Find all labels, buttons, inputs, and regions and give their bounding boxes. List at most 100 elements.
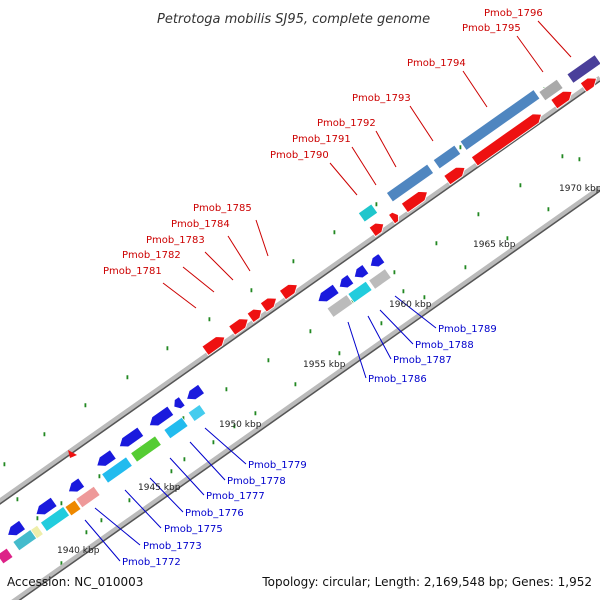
block-grey-1[interactable] — [538, 78, 564, 102]
gene-pmob-1772[interactable] — [4, 519, 27, 539]
block-lightblue-3[interactable] — [187, 403, 207, 423]
gene-pmob-1786[interactable] — [315, 283, 340, 306]
gene-pmob-1778b[interactable] — [171, 396, 186, 412]
gene-pmob-1773[interactable] — [33, 496, 58, 519]
gene-label-pmob-1773[interactable]: Pmob_1773 — [143, 541, 202, 552]
gene-pmob-1796[interactable] — [579, 74, 599, 93]
scale-tick — [294, 382, 297, 387]
block-lightblue-1[interactable] — [101, 456, 133, 484]
gene-label-pmob-1791[interactable]: Pmob_1791 — [292, 134, 351, 145]
scale-tick — [43, 432, 46, 437]
gene-pmob-1783[interactable] — [246, 305, 265, 324]
scale-label-1965: 1965 kbp — [473, 240, 516, 250]
gene-label-pmob-1772[interactable]: Pmob_1772 — [122, 557, 181, 568]
scale-tick — [166, 346, 169, 351]
gene-pmob-1793[interactable] — [470, 110, 544, 167]
gene-label-pmob-1783[interactable]: Pmob_1783 — [146, 235, 205, 246]
scale-tick — [402, 289, 405, 294]
block-grey-2[interactable] — [326, 294, 354, 318]
gene-pmob-1790b[interactable] — [388, 210, 402, 225]
gene-pmob-1795[interactable] — [550, 87, 575, 110]
block-pink-1[interactable] — [75, 485, 101, 509]
gene-pmob-1787[interactable] — [336, 273, 355, 291]
gene-label-pmob-1796[interactable]: Pmob_1796 — [484, 8, 543, 19]
gene-pmob-1788[interactable] — [351, 263, 370, 281]
gene-label-pmob-1778[interactable]: Pmob_1778 — [227, 476, 286, 487]
gene-label-pmob-1788[interactable]: Pmob_1788 — [415, 340, 474, 351]
scale-tick — [16, 497, 19, 502]
scale-tick — [459, 145, 462, 150]
gene-label-pmob-1795[interactable]: Pmob_1795 — [462, 23, 521, 34]
gene-label-pmob-1779[interactable]: Pmob_1779 — [248, 460, 307, 471]
scale-tick — [309, 329, 312, 334]
gene-pmob-1779[interactable] — [183, 383, 206, 403]
gene-pmob-1775[interactable] — [65, 477, 86, 496]
gene-label-pmob-1776[interactable]: Pmob_1776 — [185, 508, 244, 519]
gene-label-pmob-1784[interactable]: Pmob_1784 — [171, 219, 230, 230]
block-cyan-2[interactable] — [39, 505, 71, 533]
scale-tick — [3, 462, 6, 467]
accession-text: Accession: NC_010003 — [7, 575, 143, 589]
map-title: Petrotoga mobilis SJ95, complete genome — [157, 12, 430, 27]
gene-label-pmob-1781[interactable]: Pmob_1781 — [103, 266, 162, 277]
gene-pmob-1792[interactable] — [443, 163, 468, 186]
scale-tick — [375, 202, 378, 207]
gene-label-pmob-1785[interactable]: Pmob_1785 — [193, 203, 252, 214]
scale-tick — [292, 259, 295, 264]
scale-tick — [225, 387, 228, 392]
block-orange-1[interactable] — [64, 499, 82, 517]
genome-stats-text: Topology: circular; Length: 2,169,548 bp… — [261, 575, 592, 589]
scale-tick — [183, 457, 186, 462]
block-cyan-1[interactable] — [347, 280, 373, 304]
block-cyan-upper[interactable] — [357, 203, 379, 223]
block-steelblue-1[interactable] — [385, 163, 435, 203]
gene-pmob-1781[interactable] — [201, 333, 228, 356]
scale-tick — [250, 288, 253, 293]
label-leaders — [84, 20, 572, 562]
scale-tick — [267, 358, 270, 363]
gene-pmob-1791[interactable] — [400, 187, 430, 214]
scale-tick — [393, 270, 396, 275]
block-magenta-1[interactable] — [0, 547, 14, 565]
gene-label-pmob-1794[interactable]: Pmob_1794 — [407, 58, 466, 69]
scale-tick — [561, 154, 564, 159]
gene-label-pmob-1777[interactable]: Pmob_1777 — [206, 491, 265, 502]
gene-pmob-1776[interactable] — [94, 449, 117, 471]
gene-label-pmob-1787[interactable]: Pmob_1787 — [393, 355, 452, 366]
scale-tick — [36, 516, 39, 521]
scale-tick — [233, 424, 236, 429]
block-purple-1[interactable] — [566, 54, 600, 84]
gene-pmob-1782[interactable] — [228, 315, 252, 336]
gene-pmob-1789[interactable] — [367, 252, 386, 270]
block-grey-3[interactable] — [368, 268, 392, 290]
gene-pmob-1777[interactable] — [116, 426, 145, 451]
block-steelblue-2[interactable] — [432, 144, 462, 170]
block-lightblue-2[interactable] — [163, 416, 189, 440]
gene-label-pmob-1786[interactable]: Pmob_1786 — [368, 374, 427, 385]
block-green-1[interactable] — [130, 435, 162, 463]
gene-pmob-1778[interactable] — [146, 405, 175, 430]
block-steelblue-3[interactable] — [459, 89, 541, 151]
gene-label-pmob-1792[interactable]: Pmob_1792 — [317, 118, 376, 129]
scale-label-1960: 1960 kbp — [389, 300, 432, 310]
scale-label-1970: 1970 kbp — [559, 184, 600, 194]
gene-pmob-1790[interactable] — [368, 219, 387, 238]
gene-label-pmob-1790[interactable]: Pmob_1790 — [270, 150, 329, 161]
scale-tick — [380, 321, 383, 326]
gene-label-pmob-1789[interactable]: Pmob_1789 — [438, 324, 497, 335]
scale-tick — [126, 375, 129, 380]
scale-label-1945: 1945 kbp — [138, 483, 181, 493]
scale-label-1955: 1955 kbp — [303, 360, 346, 370]
gene-pmob-1784[interactable] — [259, 294, 279, 313]
scale-tick — [578, 157, 581, 162]
gene-label-pmob-1775[interactable]: Pmob_1775 — [164, 524, 223, 535]
gene-label-pmob-1782[interactable]: Pmob_1782 — [122, 250, 181, 261]
scale-tick — [333, 230, 336, 235]
scale-tick — [423, 295, 426, 300]
scale-tick — [435, 241, 438, 246]
scale-tick — [84, 403, 87, 408]
gene-label-pmob-1793[interactable]: Pmob_1793 — [352, 93, 411, 104]
gene-pmob-1785[interactable] — [278, 280, 300, 301]
block-yellow-1[interactable] — [30, 524, 44, 540]
